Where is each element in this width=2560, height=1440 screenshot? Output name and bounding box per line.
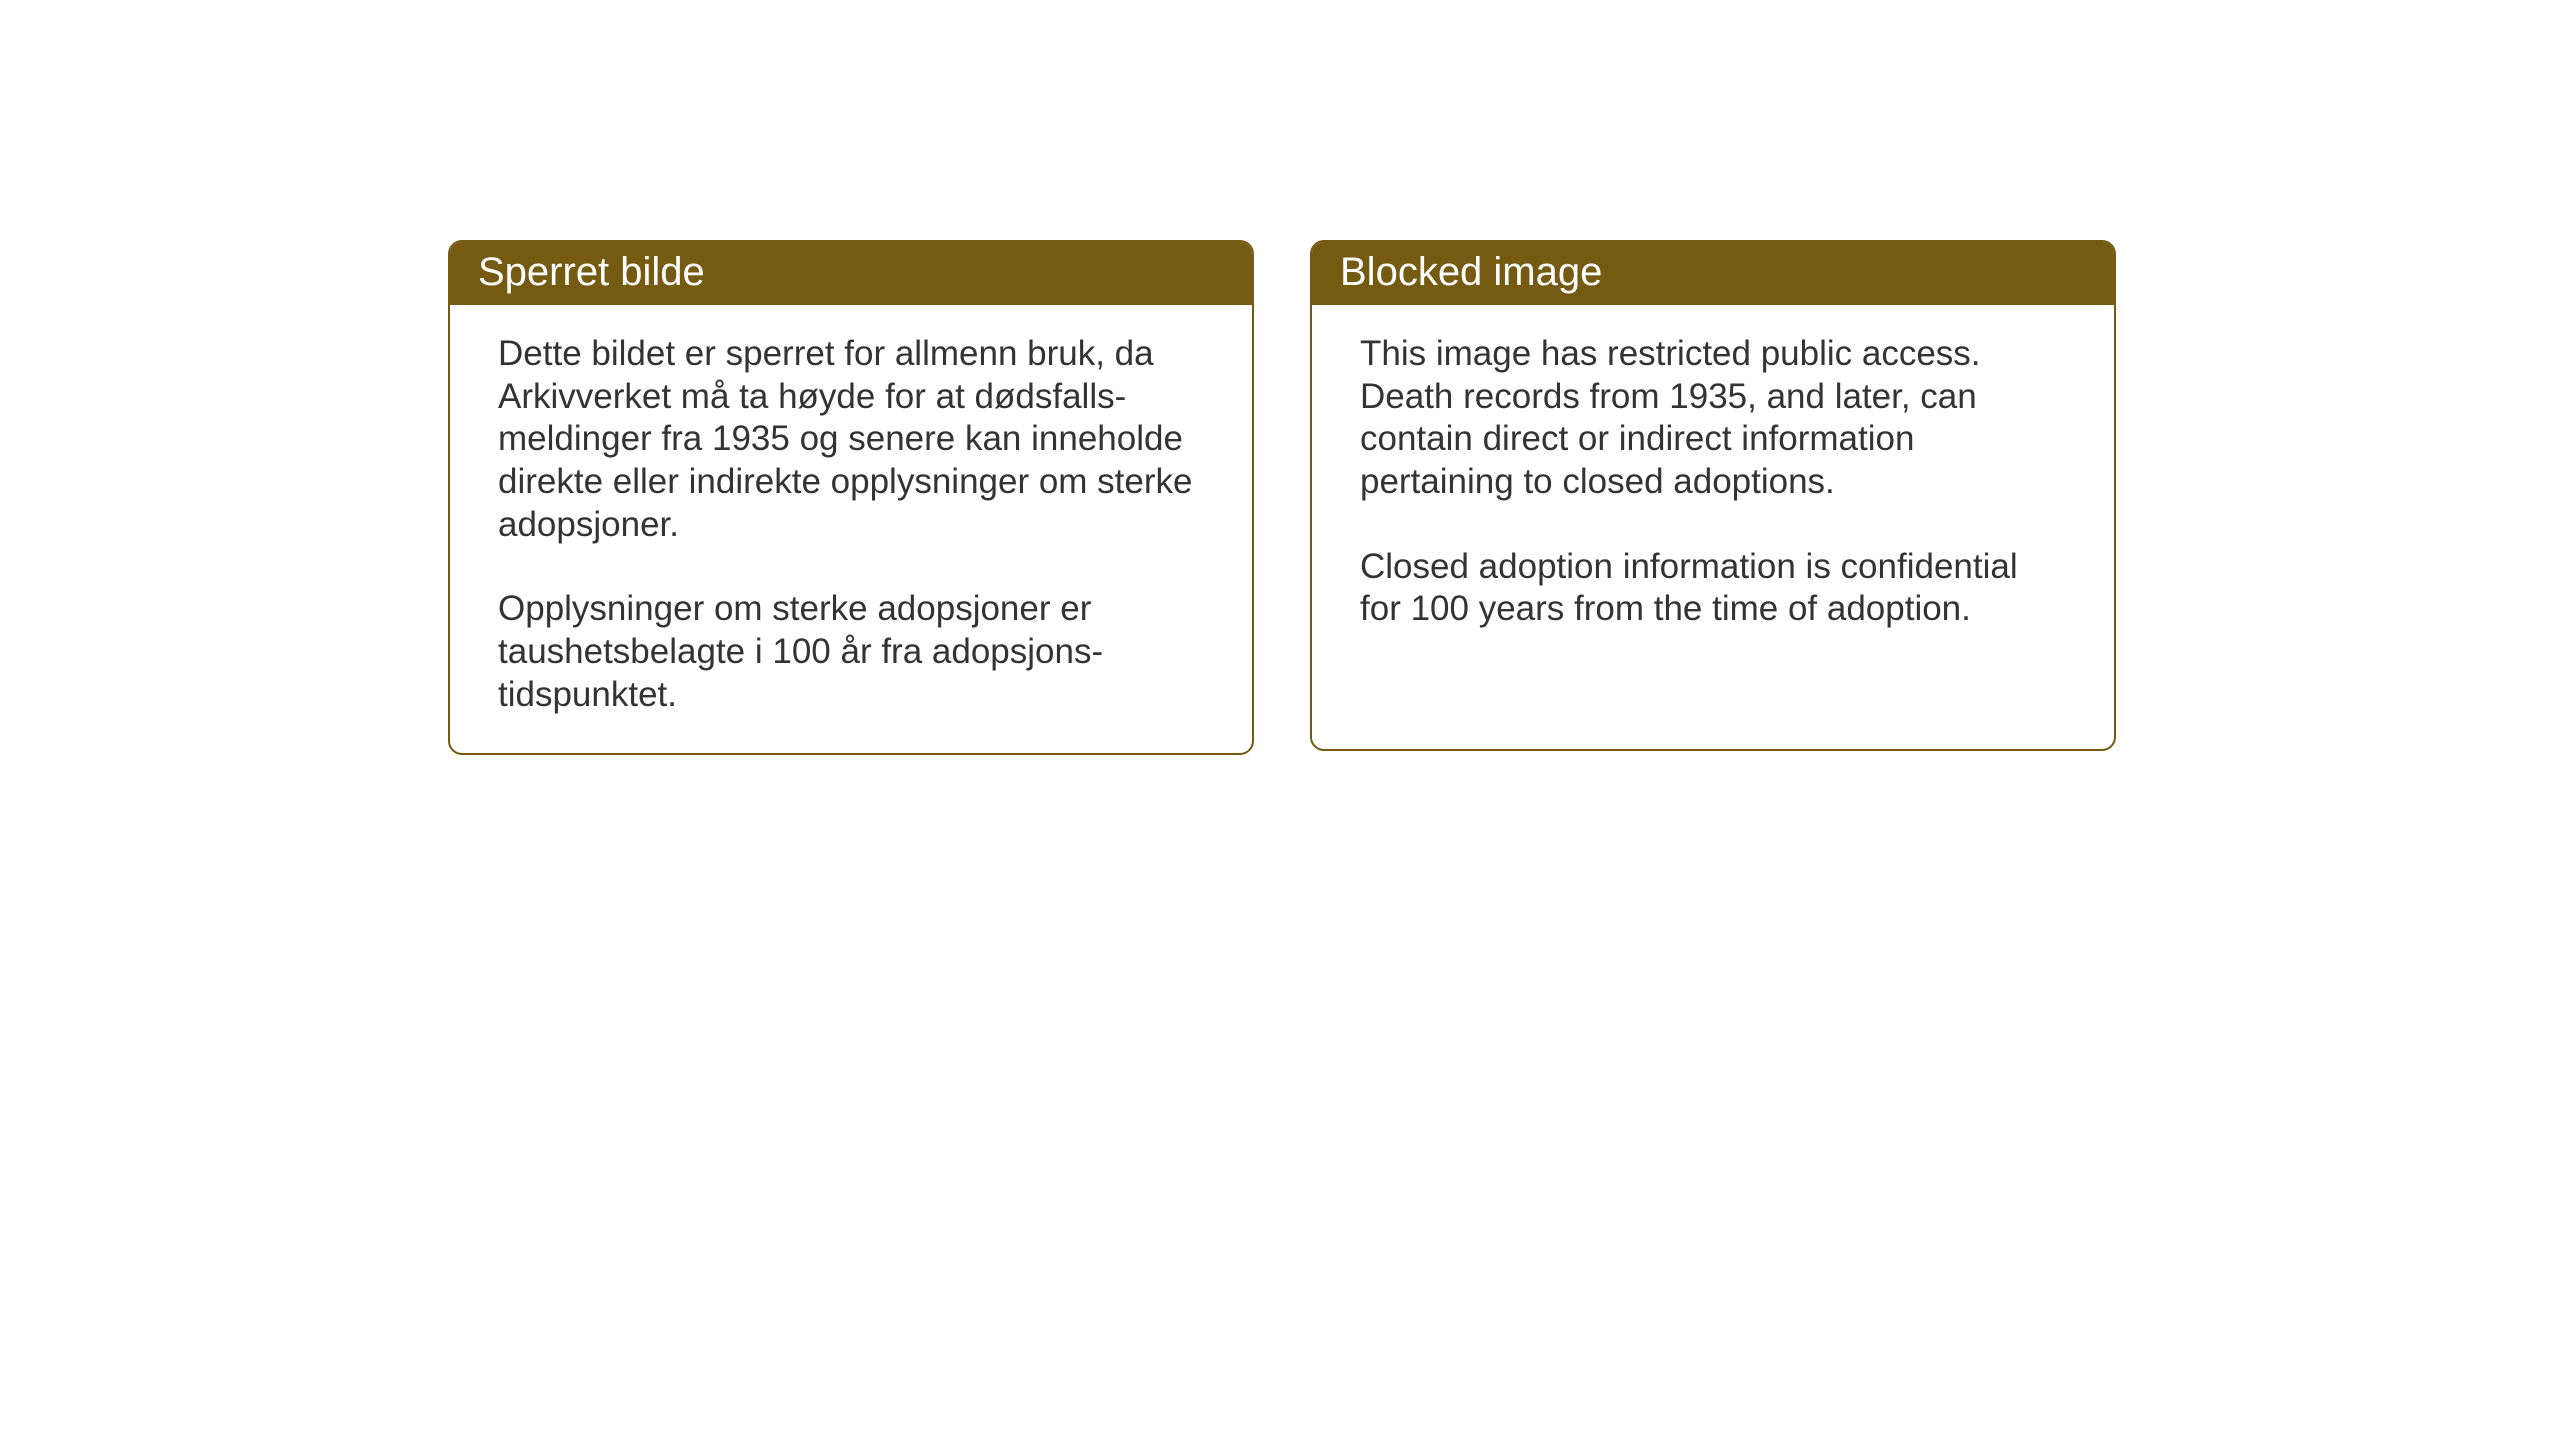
notice-paragraph-1-english: This image has restricted public access.… [1360,333,2066,504]
notice-header-norwegian: Sperret bilde [450,242,1252,305]
notice-title-english: Blocked image [1340,250,1602,294]
notice-box-english: Blocked image This image has restricted … [1310,240,2116,751]
notice-paragraph-2-norwegian: Opplysninger om sterke adopsjoner er tau… [498,588,1204,716]
notice-box-norwegian: Sperret bilde Dette bildet er sperret fo… [448,240,1254,755]
notice-paragraph-2-english: Closed adoption information is confident… [1360,546,2066,631]
notice-container: Sperret bilde Dette bildet er sperret fo… [448,240,2116,755]
notice-paragraph-1-norwegian: Dette bildet er sperret for allmenn bruk… [498,333,1204,546]
notice-body-english: This image has restricted public access.… [1312,305,2114,667]
notice-header-english: Blocked image [1312,242,2114,305]
notice-title-norwegian: Sperret bilde [478,250,705,294]
notice-body-norwegian: Dette bildet er sperret for allmenn bruk… [450,305,1252,753]
